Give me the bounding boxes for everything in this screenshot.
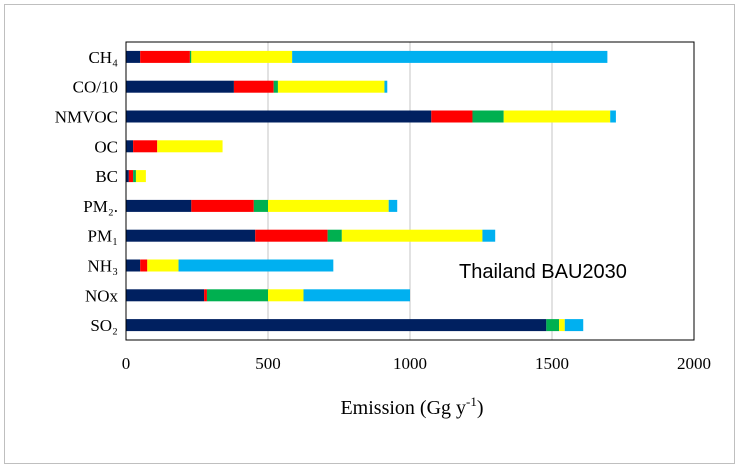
bar-segment (341, 229, 483, 242)
bar-segment (204, 289, 207, 302)
bar-segment (126, 140, 134, 153)
x-tick-labels: 0 500 1000 1500 2000 (122, 354, 711, 373)
bar-segment (268, 289, 304, 302)
bar-segment (273, 80, 278, 93)
bar-segment (126, 199, 192, 212)
x-axis-title-end: ) (477, 397, 484, 419)
bar-segment (277, 80, 385, 93)
category-labels: CH₄ CO/10 NMVOC OC BC PM₂. PM₁ NH₃ NOx SO₂ (55, 48, 119, 335)
x-tick-label: 2000 (677, 354, 711, 373)
category-label: CH₄ (88, 48, 118, 67)
chart-annotation: Thailand BAU2030 (459, 261, 627, 283)
bar-segment (126, 259, 141, 272)
x-axis-title-main: Emission (Gg y (340, 397, 466, 419)
bar-segment (388, 199, 398, 212)
bar-segment (128, 170, 134, 183)
x-axis-title: Emission (Gg y-1) (340, 394, 483, 419)
category-label: NOx (85, 286, 119, 305)
bar-segment (206, 289, 268, 302)
category-label: OC (94, 137, 118, 156)
bar-segment (233, 80, 274, 93)
x-tick-label: 0 (122, 354, 131, 373)
x-tick-label: 1500 (535, 354, 569, 373)
bar-segment (564, 319, 584, 332)
bar-segment (135, 170, 146, 183)
bar-segment (133, 140, 158, 153)
bar-segment (140, 259, 148, 272)
category-label: CO/10 (73, 78, 118, 97)
bar-segment (292, 50, 608, 63)
bar-segment (610, 110, 616, 123)
bar-segment (133, 170, 136, 183)
bar-segment (126, 319, 547, 332)
category-label: NMVOC (55, 108, 118, 127)
x-axis-title-superscript: -1 (466, 394, 477, 409)
bar-segment (140, 50, 190, 63)
x-tick-label: 1000 (393, 354, 427, 373)
bars (126, 50, 616, 332)
bar-segment (191, 199, 254, 212)
bar-segment (303, 289, 410, 302)
x-tick-label: 500 (255, 354, 281, 373)
category-label: BC (95, 167, 118, 186)
bar-segment (472, 110, 504, 123)
plot-area-border (125, 41, 695, 341)
bar-segment (503, 110, 611, 123)
category-label: SO₂ (90, 316, 118, 335)
bar-segment (126, 110, 432, 123)
bar-segment (189, 50, 192, 63)
bar-segment (559, 319, 565, 332)
bar-segment (191, 50, 293, 63)
category-label: NH₃ (88, 257, 119, 276)
bar-segment (327, 229, 342, 242)
stacked-bar-chart: CH₄ CO/10 NMVOC OC BC PM₂. PM₁ NH₃ NOx SO₂ 0 500 10… (55, 41, 711, 419)
bar-segment (126, 289, 205, 302)
bar-segment (178, 259, 334, 272)
category-label: PM₂. (83, 197, 118, 216)
bar-segment (126, 50, 141, 63)
bar-segment (157, 140, 223, 153)
bar-segment (431, 110, 473, 123)
bar-segment (482, 229, 496, 242)
bar-segment (255, 229, 328, 242)
bar-segment (268, 199, 389, 212)
bar-segment (546, 319, 560, 332)
bar-segment (253, 199, 268, 212)
bar-segment (126, 80, 234, 93)
bar-segment (147, 259, 179, 272)
chart-frame: CH₄ CO/10 NMVOC OC BC PM₂. PM₁ NH₃ NOx SO₂ 0 500 10… (4, 4, 735, 464)
bar-segment (126, 170, 129, 183)
category-label: PM₁ (88, 227, 119, 246)
bar-segment (126, 229, 256, 242)
bar-segment (384, 80, 388, 93)
